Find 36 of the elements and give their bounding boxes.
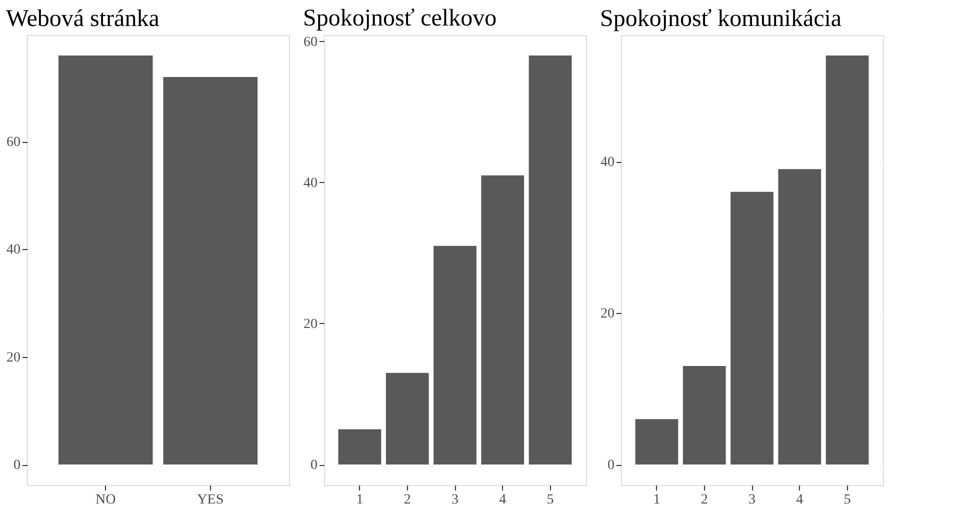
x-tick-label: 3 (452, 492, 458, 508)
x-tick-label: 1 (356, 492, 364, 508)
x-tick-label: NO (95, 492, 116, 508)
y-tick-label: 0 (310, 458, 318, 474)
bar (730, 192, 774, 465)
y-tick-label: 40 (304, 176, 318, 191)
x-tick-label: 3 (748, 492, 756, 508)
y-tick-label: 20 (304, 316, 318, 332)
x-tick-label: 1 (653, 492, 660, 508)
x-tick-label: 4 (499, 492, 506, 508)
x-tick-label: 2 (404, 492, 411, 508)
x-tick-label: 2 (700, 492, 708, 508)
bar (682, 366, 726, 465)
chart-title: Webová stránka (6, 6, 160, 32)
bar (826, 55, 869, 465)
x-tick-label: 5 (844, 492, 851, 508)
x-tick-label: 5 (546, 492, 554, 508)
y-tick-label: 20 (6, 350, 20, 366)
chart-title: Spokojnosť komunikácia (600, 6, 842, 32)
y-tick-label: 0 (608, 458, 614, 474)
bar (778, 169, 822, 465)
x-tick-label: 4 (796, 492, 804, 508)
bar (481, 175, 524, 465)
y-tick-label: 40 (6, 242, 20, 258)
y-tick-label: 60 (304, 34, 318, 50)
bar (434, 246, 476, 465)
bar (528, 55, 572, 465)
y-tick-label: 0 (14, 458, 20, 474)
bar (338, 429, 382, 465)
bar (386, 372, 429, 465)
bar (635, 419, 678, 465)
y-tick-label: 60 (6, 135, 20, 150)
chart-title: Spokojnosť celkovo (303, 5, 497, 32)
y-tick-label: 20 (600, 306, 614, 322)
x-tick-label: YES (197, 492, 224, 508)
y-tick-label: 40 (600, 155, 614, 170)
